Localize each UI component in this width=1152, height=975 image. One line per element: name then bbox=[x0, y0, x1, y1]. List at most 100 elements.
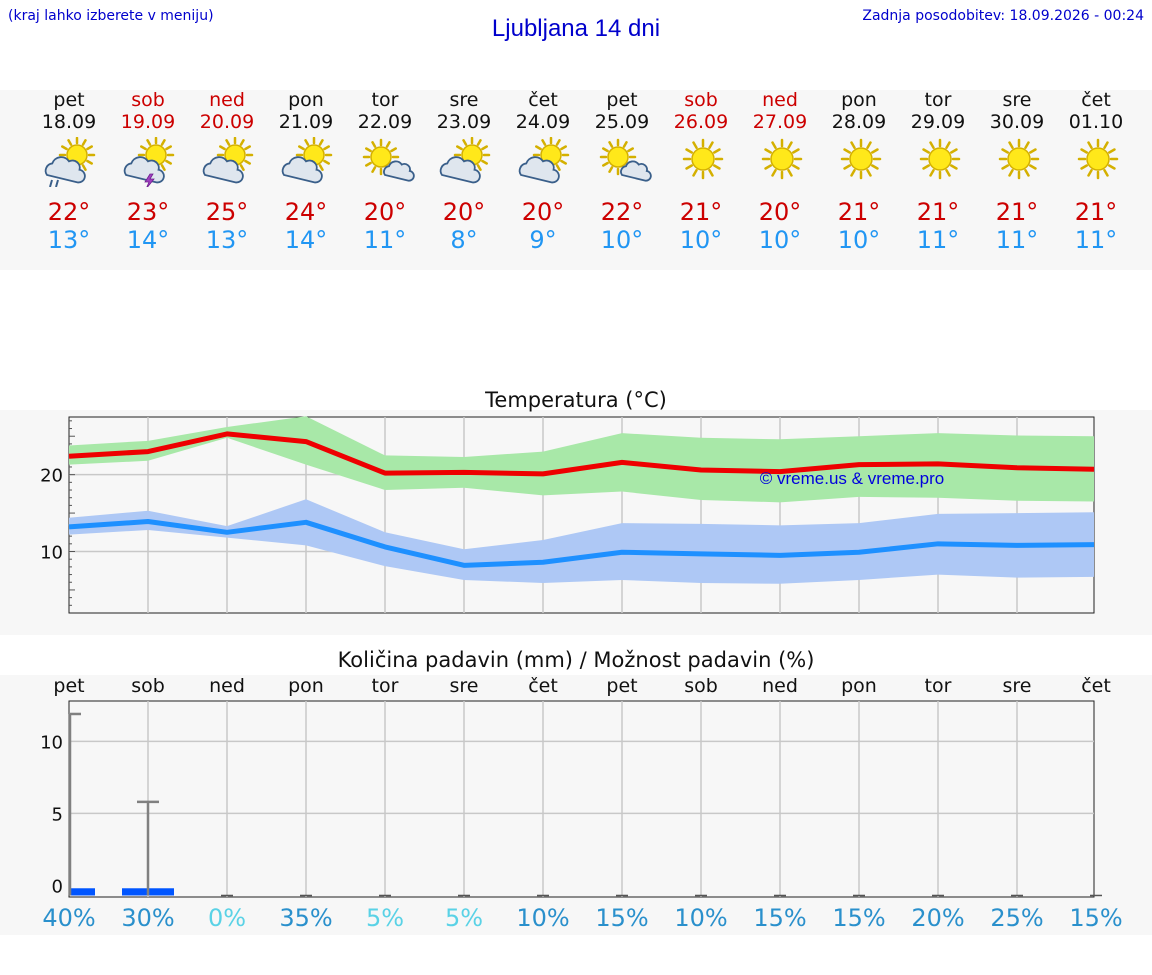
y-tick-label: 0 bbox=[52, 876, 63, 897]
sun-small-cloud-icon bbox=[362, 138, 415, 182]
day-name: ned bbox=[762, 89, 798, 111]
sun-rays bbox=[682, 138, 724, 180]
precipitation-chance: 0% bbox=[207, 904, 247, 932]
y-tick-label: 10 bbox=[40, 732, 63, 753]
precipitation-day-label: pon bbox=[841, 675, 877, 697]
day-date: 28.09 bbox=[831, 111, 887, 133]
cloud-shape bbox=[518, 156, 560, 184]
sun-icon bbox=[1077, 138, 1119, 180]
cloud-shape bbox=[620, 160, 652, 182]
sun-disc bbox=[1007, 147, 1031, 171]
max-temperature: 22° bbox=[600, 198, 644, 226]
precipitation-chance: 15% bbox=[832, 904, 886, 932]
precipitation-day-label: ned bbox=[209, 675, 245, 697]
max-temperature: 20° bbox=[758, 198, 802, 226]
day-name: pon bbox=[288, 89, 324, 111]
cloud-shape bbox=[439, 156, 481, 184]
max-temperature-band bbox=[69, 416, 1094, 503]
temperature-chart-title: Temperatura (°C) bbox=[485, 388, 667, 412]
y-tick-label: 10 bbox=[40, 543, 63, 564]
min-temperature: 11° bbox=[1074, 226, 1118, 254]
precipitation-day-label: tor bbox=[371, 675, 399, 697]
day-date: 26.09 bbox=[673, 111, 729, 133]
sun-disc bbox=[849, 147, 873, 171]
daily-forecast-panel bbox=[0, 90, 1152, 270]
day-name: čet bbox=[1081, 89, 1111, 111]
sun-icon bbox=[840, 138, 882, 180]
max-temperature: 21° bbox=[837, 198, 881, 226]
location-hint: (kraj lahko izberete v meniju) bbox=[8, 8, 214, 24]
max-temperature: 20° bbox=[521, 198, 565, 226]
day-date: 23.09 bbox=[436, 111, 492, 133]
max-temperature: 20° bbox=[442, 198, 486, 226]
precipitation-chance: 15% bbox=[1069, 904, 1123, 932]
min-temperature: 11° bbox=[363, 226, 407, 254]
lightning-bolt bbox=[144, 173, 155, 187]
min-temperature-line bbox=[68, 519, 1095, 568]
day-date: 22.09 bbox=[357, 111, 413, 133]
min-temperature: 10° bbox=[600, 226, 644, 254]
precipitation-day-label: čet bbox=[528, 675, 558, 697]
sun-rays bbox=[1077, 138, 1119, 180]
precipitation-day-label: sre bbox=[449, 675, 479, 697]
day-name: sob bbox=[684, 89, 718, 111]
sun-icon bbox=[919, 138, 961, 180]
precipitation-day-label: čet bbox=[1081, 675, 1111, 697]
cloud-shape bbox=[383, 160, 415, 182]
precipitation-chance: 5% bbox=[365, 904, 405, 932]
max-temperature: 22° bbox=[47, 198, 91, 226]
day-name: čet bbox=[528, 89, 558, 111]
precipitation-bar bbox=[69, 888, 95, 896]
cloud-shape bbox=[202, 156, 244, 184]
sun-rays bbox=[840, 138, 882, 180]
max-temperature: 20° bbox=[363, 198, 407, 226]
day-date: 01.10 bbox=[1068, 111, 1124, 133]
day-name: sob bbox=[131, 89, 165, 111]
sun-cloud-icon bbox=[518, 137, 570, 184]
day-name: sre bbox=[449, 89, 479, 111]
min-temperature: 10° bbox=[679, 226, 723, 254]
plot-area bbox=[68, 700, 1095, 898]
min-temperature: 14° bbox=[126, 226, 170, 254]
max-temperature: 25° bbox=[205, 198, 249, 226]
precipitation-day-label: pet bbox=[606, 675, 638, 697]
precipitation-chance: 10% bbox=[674, 904, 728, 932]
day-name: pet bbox=[606, 89, 638, 111]
day-date: 30.09 bbox=[989, 111, 1045, 133]
min-temperature-band bbox=[69, 499, 1094, 584]
day-date: 24.09 bbox=[515, 111, 571, 133]
cloud-shape bbox=[281, 156, 323, 184]
sun-rays bbox=[998, 138, 1040, 180]
day-name: tor bbox=[924, 89, 952, 111]
sun-disc bbox=[1086, 147, 1110, 171]
day-date: 27.09 bbox=[752, 111, 808, 133]
day-name: sre bbox=[1002, 89, 1032, 111]
precipitation-chance: 5% bbox=[444, 904, 484, 932]
day-date: 29.09 bbox=[910, 111, 966, 133]
sun-cloud-storm-icon bbox=[123, 137, 175, 187]
precipitation-chance: 35% bbox=[279, 904, 333, 932]
sun-cloud-icon bbox=[281, 137, 333, 184]
page-title: Ljubljana 14 dni bbox=[491, 15, 661, 42]
sun-icon bbox=[682, 138, 724, 180]
max-temperature-line bbox=[68, 431, 1095, 477]
rain-drop bbox=[49, 179, 53, 187]
sun-icon bbox=[998, 138, 1040, 180]
day-name: ned bbox=[209, 89, 245, 111]
sun-rays bbox=[761, 138, 803, 180]
precipitation-chance: 10% bbox=[516, 904, 570, 932]
min-temperature: 10° bbox=[758, 226, 802, 254]
precipitation-day-label: pet bbox=[53, 675, 85, 697]
min-temperature: 9° bbox=[529, 226, 557, 254]
sun-disc bbox=[607, 146, 629, 168]
day-date: 25.09 bbox=[594, 111, 650, 133]
min-temperature: 13° bbox=[47, 226, 91, 254]
precipitation-day-label: pon bbox=[288, 675, 324, 697]
precipitation-chance: 15% bbox=[753, 904, 807, 932]
max-temperature: 24° bbox=[284, 198, 328, 226]
precipitation-chance: 40% bbox=[42, 904, 96, 932]
min-temperature: 11° bbox=[995, 226, 1039, 254]
day-date: 18.09 bbox=[41, 111, 97, 133]
min-temperature: 10° bbox=[837, 226, 881, 254]
cloud-shape bbox=[123, 156, 165, 184]
